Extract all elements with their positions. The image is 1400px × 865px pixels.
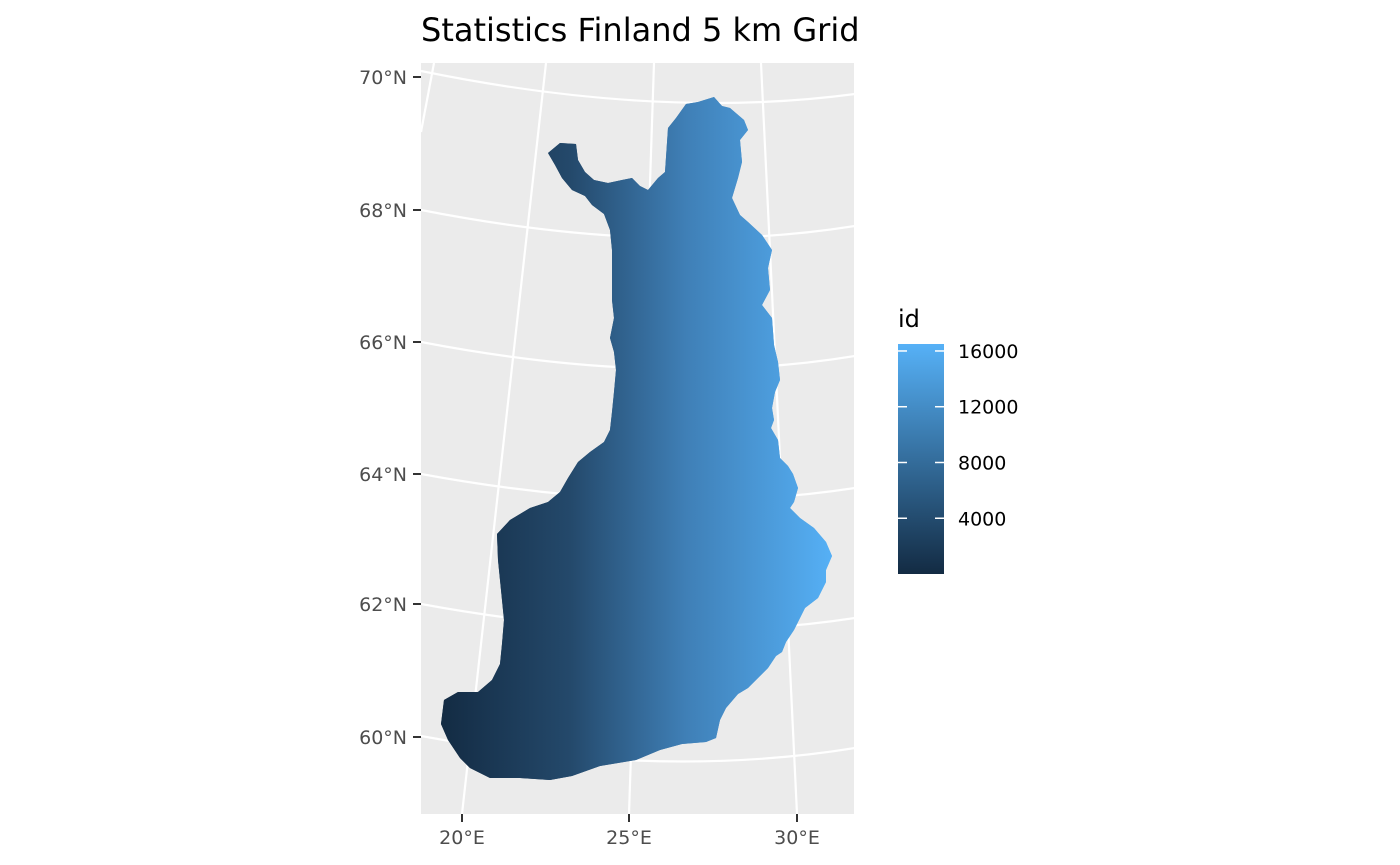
- y-tick-label: 66°N: [359, 332, 407, 354]
- chart-title: Statistics Finland 5 km Grid: [421, 11, 860, 49]
- legend: id 16000 12000 8000 4000: [898, 305, 1018, 574]
- finland-grid: [441, 97, 832, 780]
- legend-tick-label: 4000: [958, 508, 1006, 530]
- legend-tick-label: 16000: [958, 341, 1018, 363]
- y-tick-label: 68°N: [359, 200, 407, 222]
- y-axis: [413, 76, 421, 738]
- legend-colorbar: [898, 344, 944, 574]
- legend-tick-label: 8000: [958, 452, 1006, 474]
- legend-labels: 16000 12000 8000 4000: [958, 341, 1018, 530]
- x-tick-label: 25°E: [606, 827, 652, 849]
- graticule-parallel-70: [421, 69, 854, 105]
- y-tick-label: 60°N: [359, 727, 407, 749]
- legend-title: id: [898, 305, 920, 333]
- x-tick-label: 20°E: [439, 827, 485, 849]
- graticule-meridian-18: [421, 63, 436, 133]
- y-tick-label: 62°N: [359, 594, 407, 616]
- legend-tick-label: 12000: [958, 397, 1018, 419]
- y-tick-label: 70°N: [359, 67, 407, 89]
- graticule-meridian-30: [759, 63, 799, 814]
- y-tick-label: 64°N: [359, 464, 407, 486]
- legend-ticks: [898, 350, 944, 520]
- graticule-meridian-20: [460, 63, 548, 814]
- x-axis: [461, 814, 798, 822]
- x-tick-label: 30°E: [774, 827, 820, 849]
